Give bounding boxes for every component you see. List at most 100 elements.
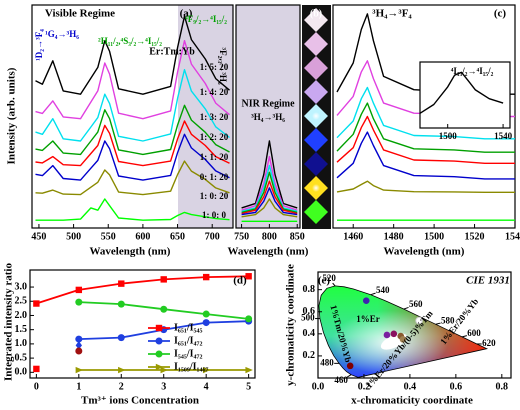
y-tick-label: 0.2	[303, 350, 316, 361]
series-line	[35, 160, 230, 196]
x-tick-label: 1520	[465, 231, 485, 242]
locus-tick	[461, 335, 467, 338]
series-line	[336, 180, 515, 193]
y-tick-label: 2.5	[15, 296, 28, 307]
annotation: ³H₄→³H₆	[251, 112, 285, 122]
locus-label: 520	[322, 273, 336, 283]
series-line	[336, 86, 515, 140]
gamut-white	[318, 285, 489, 378]
legend-label: I₆₅₁/I₄₇₂	[174, 335, 203, 346]
annotation: 1%Er	[356, 314, 380, 324]
marker	[245, 315, 253, 323]
x-tick-label: 1540	[494, 131, 513, 141]
x-tick-label: 600	[135, 231, 150, 242]
series-label: 0: 1: 20	[200, 172, 229, 182]
inset-background	[420, 62, 510, 128]
annotation: ³H₄→³F₄	[372, 8, 412, 20]
marker	[202, 319, 210, 327]
y-tick-label: 1.5	[15, 324, 28, 335]
series-line	[241, 140, 298, 209]
chart-title: Visible Regime	[45, 8, 115, 20]
chart-title: NIR Regime	[241, 98, 295, 109]
marker	[75, 366, 84, 374]
marker	[75, 286, 83, 294]
y-tick-label: 2.0	[15, 310, 28, 321]
series-line	[336, 115, 515, 164]
x-tick-label: 1500	[439, 131, 458, 141]
legend-label: I₆₅₁/I₅₄₅	[174, 322, 203, 333]
series-label: 1: 5: 20	[200, 62, 229, 72]
annotation: ¹G₄→³H₆	[45, 29, 79, 39]
legend-marker	[155, 324, 163, 332]
y-tick-label: 0.8	[303, 284, 316, 295]
x-tick-label: 0.6	[450, 381, 463, 392]
x-tick-label: 850	[290, 231, 305, 242]
marker	[117, 300, 125, 308]
x-tick-label: 0.0	[312, 381, 325, 392]
marker	[33, 365, 40, 373]
plot-frame	[317, 271, 512, 379]
annotation: ¹D₂→³F₄	[34, 29, 44, 61]
marker	[202, 273, 210, 281]
series-line	[241, 155, 298, 211]
plot-frame	[31, 4, 234, 229]
y-axis-label: Integrated intensity ratio	[3, 263, 15, 381]
series-label: 1: 4: 20	[200, 87, 229, 97]
x-tick-label: 3	[161, 381, 166, 392]
annotation: ²H₁₁/₂,⁴S₃/₂→⁴I₁₅/₂	[98, 36, 162, 46]
x-axis-label: Wavelength (nm)	[384, 246, 465, 258]
marker	[117, 334, 125, 342]
series-line	[35, 40, 230, 120]
annotation: ⁴I₁₃/₂→⁴I₁₅/₂	[451, 66, 494, 76]
y-axis-label: y-chromaticity coordinate	[285, 264, 297, 386]
locus-tick	[370, 292, 376, 296]
marker	[202, 366, 211, 374]
x-tick-label: 5	[246, 381, 251, 392]
marker	[118, 366, 126, 374]
series-line	[241, 180, 298, 215]
x-axis-label: Wavelength (nm)	[228, 246, 309, 258]
legend-marker	[155, 337, 163, 345]
series-label: 1: 0: 20	[200, 191, 229, 201]
chart-title: CIE 1931	[466, 275, 510, 287]
marker	[75, 335, 83, 343]
locus-label: 480	[320, 357, 334, 367]
marker	[202, 310, 210, 318]
x-tick-label: 550	[101, 231, 116, 242]
x-axis-label: x-chromaticity coordinate	[351, 395, 473, 407]
locus-label: 560	[409, 299, 423, 309]
marker	[75, 347, 83, 355]
marker	[75, 298, 83, 306]
x-tick-label: 450	[31, 231, 46, 242]
locus-tick	[332, 282, 336, 287]
legend-label: I₅₄₅/I₄₇₂	[174, 348, 203, 359]
series-label: 1: 3: 20	[200, 112, 229, 122]
locus-label: 580	[441, 315, 455, 325]
locus-label: 620	[482, 338, 496, 348]
x-tick-label: 650	[170, 231, 185, 242]
series-line	[35, 133, 230, 181]
x-tick-label: 0.4	[404, 381, 417, 392]
cie-point	[383, 331, 391, 339]
marker	[33, 300, 40, 307]
series-line	[336, 102, 515, 153]
sample-glow	[304, 8, 328, 224]
x-tick-label: 750	[234, 231, 249, 242]
annotation: ³F₂,₃→³H₆	[218, 47, 228, 85]
marker	[245, 273, 252, 280]
legend-label: I₁₅₀₉/I₁₄₆₇	[174, 361, 209, 372]
series-line	[336, 131, 515, 180]
locus-tick	[403, 306, 409, 310]
locus-label: 540	[376, 285, 390, 295]
y-tick-label: 1.0	[15, 338, 28, 349]
locus-tick	[346, 374, 352, 378]
marker	[245, 366, 253, 374]
x-tick-label: 0.2	[358, 381, 371, 392]
x-tick-label: 1500	[424, 231, 444, 242]
x-tick-label: 1460	[343, 231, 363, 242]
x-tick-label: 1540	[505, 231, 520, 242]
locus-tick	[435, 322, 441, 325]
locus-label: 600	[467, 328, 481, 338]
series-line	[241, 187, 298, 216]
